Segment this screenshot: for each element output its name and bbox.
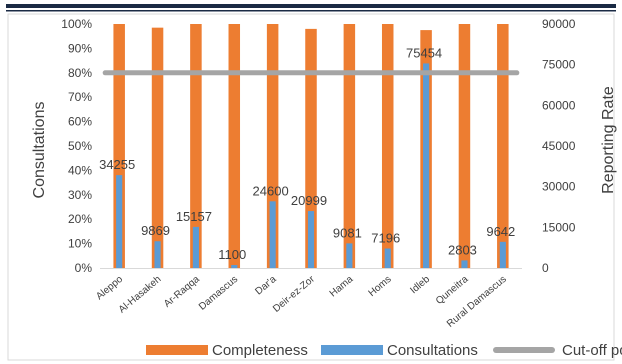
completeness-bar: [151, 27, 164, 268]
consultations-data-label: 34255: [99, 157, 135, 172]
completeness-bar: [458, 24, 471, 268]
completeness-bar: [343, 24, 356, 268]
consultations-bar: [461, 260, 468, 268]
left-tick-label: 50%: [68, 139, 92, 153]
header-rule-thin: [6, 10, 616, 12]
consultations-bar: [384, 248, 391, 268]
right-tick-label: 75000: [542, 58, 576, 72]
consultations-data-label: 24600: [253, 183, 289, 198]
left-tick-label: 80%: [68, 66, 92, 80]
right-tick-label: 60000: [542, 98, 576, 112]
legend-swatch-consultations: [321, 345, 383, 355]
consultations-data-label: 20999: [291, 193, 327, 208]
left-tick-label: 0%: [75, 261, 93, 275]
right-tick-label: 45000: [542, 139, 576, 153]
consultations-bar: [192, 226, 199, 268]
completeness-bar: [113, 24, 125, 268]
left-tick-label: 40%: [68, 163, 92, 177]
right-tick-label: 15000: [542, 220, 576, 234]
completeness-bar: [266, 24, 279, 268]
category-label: Hama: [328, 274, 356, 300]
consultations-bar: [116, 175, 123, 268]
completeness-bar: [381, 24, 394, 268]
consultations-bar: [154, 241, 161, 268]
category-label: Al-Hasakeh: [117, 274, 164, 316]
consultations-data-label: 75454: [406, 45, 442, 60]
chart-frame: [7, 13, 615, 361]
legend-label-cutoff: Cut-off point: [562, 342, 622, 359]
consultations-data-label: 15157: [176, 209, 212, 224]
left-tick-label: 90%: [68, 41, 92, 55]
consultations-bar: [269, 201, 276, 268]
left-axis-title: Consultations: [31, 102, 48, 199]
right-tick-label: 0: [542, 261, 549, 275]
consultations-data-label: 1100: [218, 247, 246, 262]
category-label: Quneitra: [434, 274, 471, 307]
header-rule-thick: [6, 4, 616, 8]
consultations-bar: [423, 63, 430, 268]
category-label: Idleb: [408, 274, 432, 297]
left-tick-label: 100%: [61, 17, 92, 31]
left-tick-label: 30%: [68, 188, 92, 202]
consultations-data-label: 7196: [371, 230, 400, 245]
legend-swatch-completeness: [146, 345, 208, 355]
plot-area: 0% 10% 20% 30% 40% 50% 60% 70% 80% 90% 100% 0 15000 3…: [61, 17, 575, 330]
consultations-data-label: 9081: [333, 225, 362, 240]
legend: Completeness Consultations Cut-off point: [146, 342, 622, 359]
category-label: Dar'a: [253, 274, 278, 298]
left-tick-label: 60%: [68, 115, 92, 129]
category-label: Aleppo: [94, 274, 125, 303]
left-tick-label: 70%: [68, 90, 92, 104]
consultations-data-label: 2803: [448, 242, 477, 257]
left-tick-label: 20%: [68, 212, 92, 226]
category-label: Deir-ez-Zor: [271, 273, 317, 314]
right-tick-label: 30000: [542, 180, 576, 194]
consultations-bar: [499, 241, 506, 268]
legend-label-consultations: Consultations: [387, 342, 478, 359]
completeness-bar: [190, 24, 202, 268]
left-tick-label: 10%: [68, 237, 92, 251]
completeness-bar: [305, 28, 317, 268]
consultations-bar: [346, 243, 353, 268]
category-label: Damascus: [197, 274, 240, 313]
right-axis-title: Reporting Rate: [600, 86, 617, 194]
right-tick-label: 90000: [542, 17, 576, 31]
completeness-bar: [497, 24, 509, 268]
legend-swatch-cutoff: [493, 347, 555, 353]
legend-label-completeness: Completeness: [212, 342, 308, 359]
consultations-data-label: 9869: [141, 223, 170, 238]
category-label: Homs: [367, 274, 394, 299]
consultations-bar: [307, 211, 315, 268]
consultations-data-label: 9642: [486, 224, 515, 239]
consultations-bar: [231, 265, 238, 268]
completeness-bar: [228, 24, 241, 268]
